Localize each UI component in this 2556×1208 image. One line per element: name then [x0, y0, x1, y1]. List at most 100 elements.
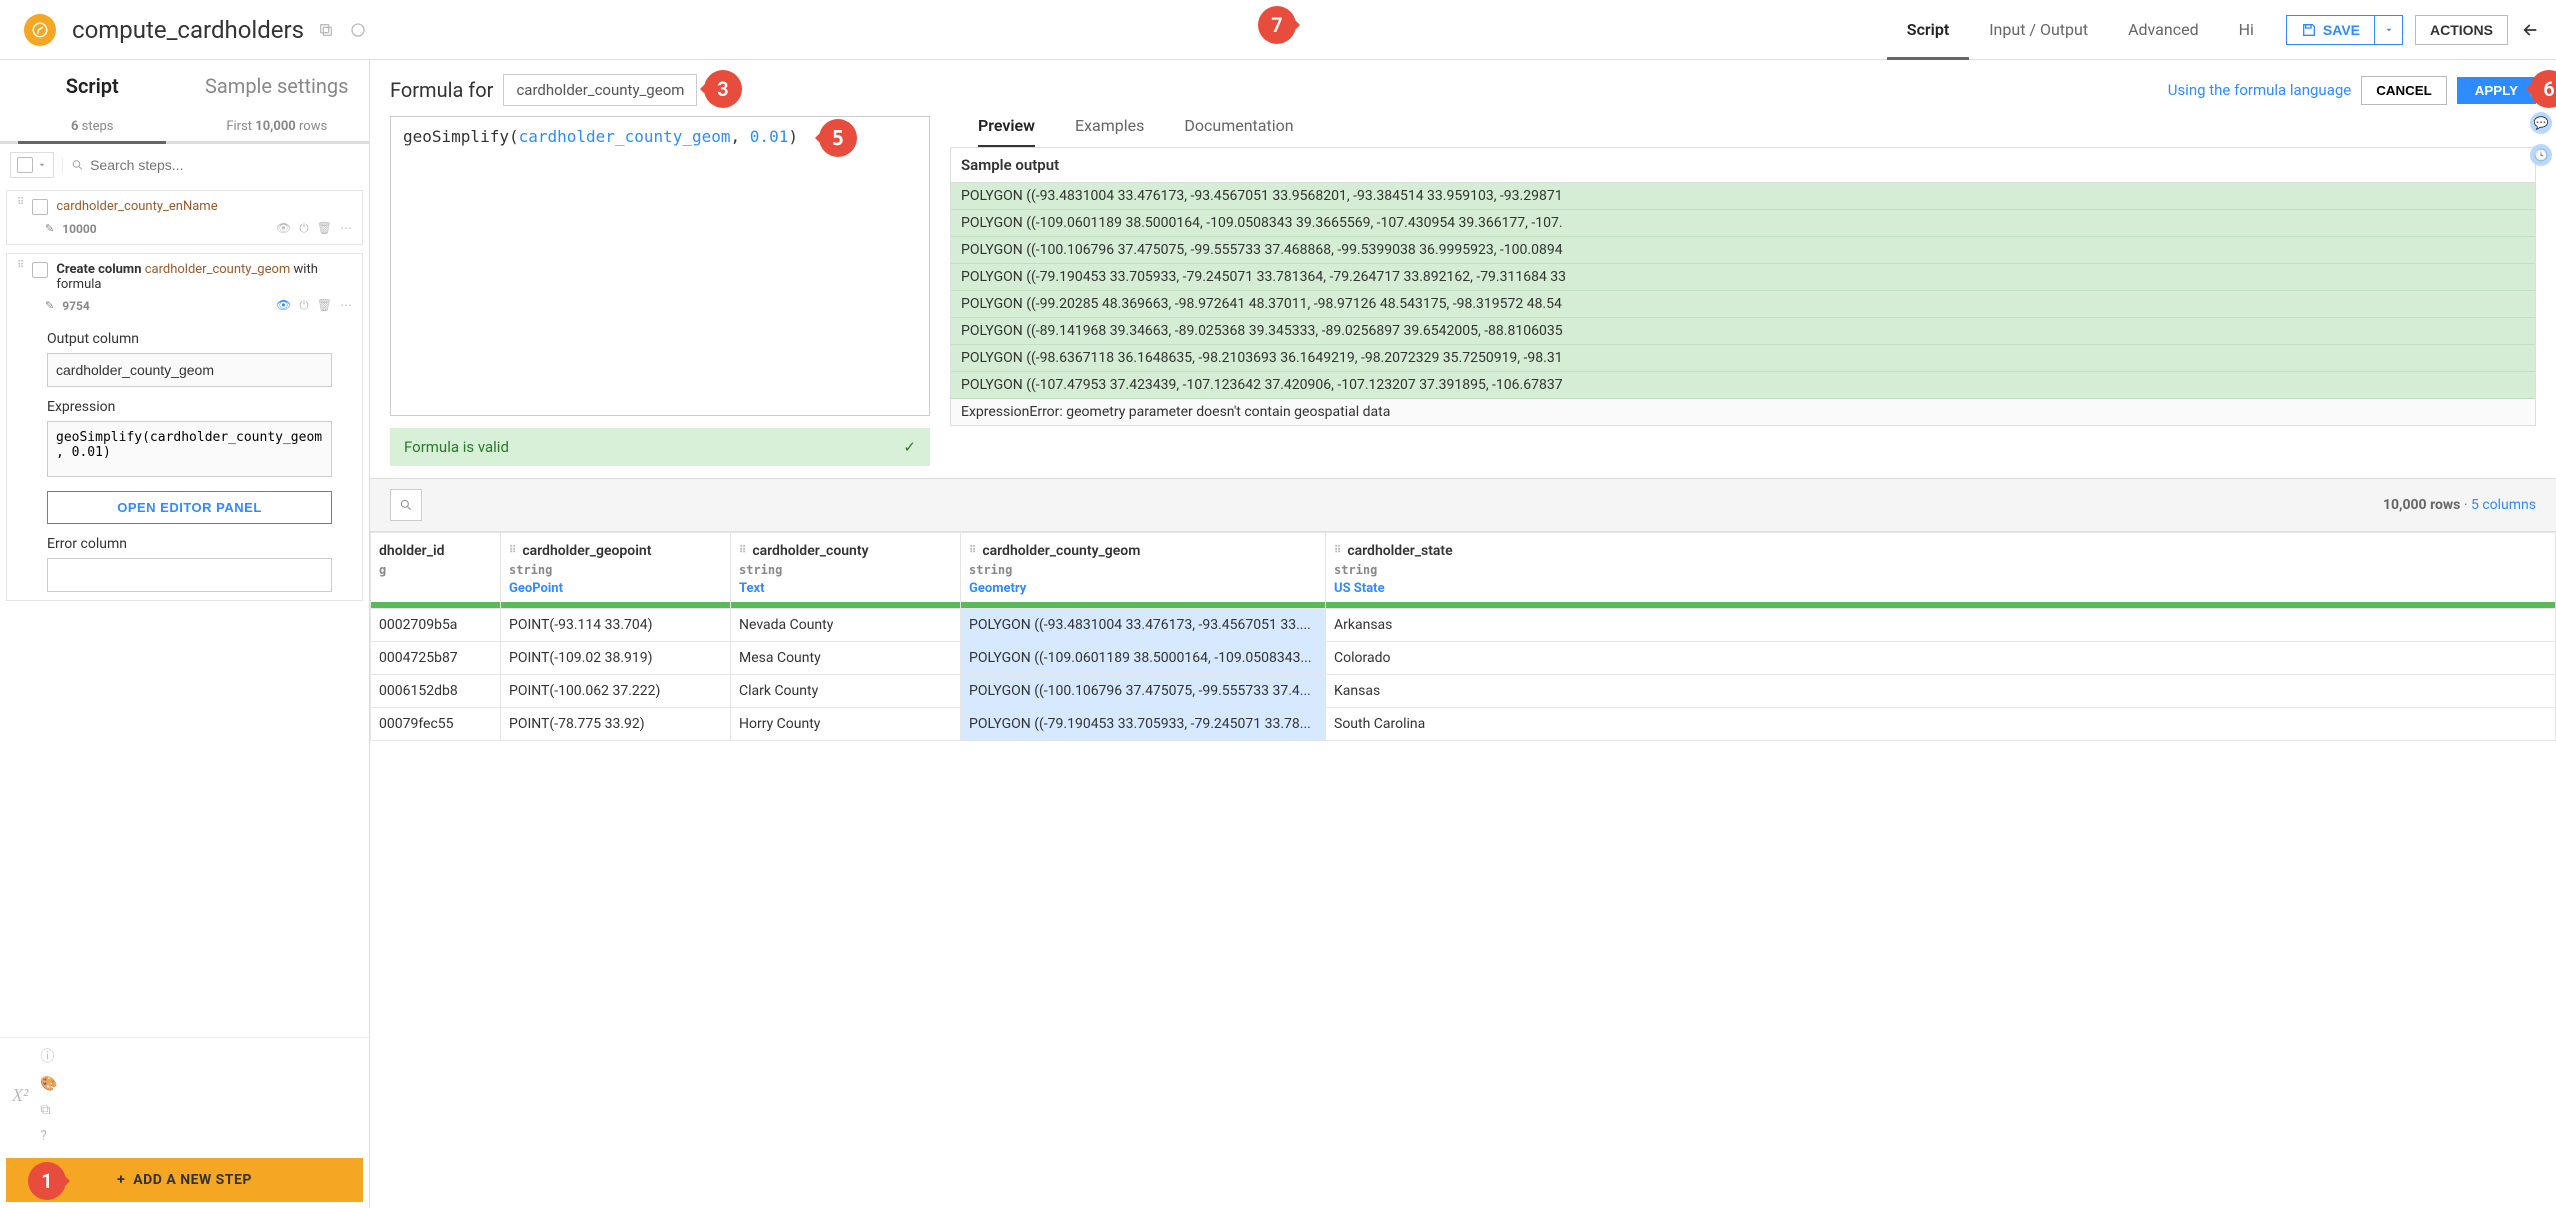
table-row[interactable]: 0004725b87POINT(-109.02 38.919)Mesa Coun… [371, 642, 2556, 675]
table-cell: Mesa County [731, 642, 961, 675]
left-tab-sample-settings[interactable]: Sample settings [185, 60, 370, 112]
save-group: SAVE [2286, 15, 2403, 45]
preview-row: POLYGON ((-89.141968 39.34663, -89.02536… [951, 318, 2535, 345]
chevron-down-icon [2384, 25, 2394, 35]
power-icon[interactable]: ⏻ [299, 298, 309, 313]
table-row[interactable]: 0002709b5aPOINT(-93.114 33.704)Nevada Co… [371, 609, 2556, 642]
expression-input[interactable]: geoSimplify(cardholder_county_geom, 0.01… [47, 421, 332, 477]
column-header[interactable]: ⠿ cardholder_geopointstringGeoPoint [501, 533, 731, 609]
trash-icon[interactable]: 🗑 [317, 221, 332, 236]
table-cell: POLYGON ((-100.106796 37.475075, -99.555… [961, 675, 1326, 708]
sample-rows: First 10,000 rows [185, 112, 370, 141]
search-steps-input[interactable] [90, 157, 359, 173]
drag-handle-icon[interactable]: ⠿ [17, 262, 24, 270]
column-header[interactable]: ⠿ cardholder_statestringUS State [1326, 533, 2556, 609]
preview-row: POLYGON ((-93.4831004 33.476173, -93.456… [951, 183, 2535, 210]
table-cell: Colorado [1326, 642, 2556, 675]
nav-input-output[interactable]: Input / Output [1969, 0, 2108, 60]
table-cell: Horry County [731, 708, 961, 741]
save-dropdown[interactable] [2375, 15, 2403, 45]
columns-link[interactable]: 5 columns [2471, 497, 2536, 513]
info-icon[interactable]: ⓘ [40, 1046, 357, 1066]
search-steps[interactable] [62, 157, 359, 173]
output-column-input[interactable] [47, 353, 332, 387]
open-editor-button[interactable]: OPEN EDITOR PANEL [47, 491, 332, 524]
preview-tab-docs[interactable]: Documentation [1184, 116, 1293, 148]
top-nav: Script Input / Output Advanced Hi SAVE A… [1887, 0, 2548, 60]
preview-row: POLYGON ((-109.0601189 38.5000164, -109.… [951, 210, 2535, 237]
left-tab-script[interactable]: Script [0, 60, 185, 112]
data-table: dholder_idg ⠿ cardholder_geopointstringG… [370, 532, 2556, 1208]
column-header[interactable]: ⠿ cardholder_county_geomstringGeometry [961, 533, 1326, 609]
formula-language-link[interactable]: Using the formula language [2168, 81, 2352, 99]
preview-tab-preview[interactable]: Preview [978, 116, 1035, 148]
error-column-input[interactable] [47, 558, 332, 592]
eye-icon[interactable]: 👁 [276, 298, 291, 313]
step-item[interactable]: ⠿ Create column cardholder_county_geom w… [6, 253, 363, 601]
preview-error-row: ExpressionError: geometry parameter does… [951, 399, 2535, 425]
step-count: 10000 [62, 222, 96, 236]
eye-icon[interactable]: 👁 [276, 221, 291, 236]
more-icon[interactable]: ⋯ [340, 298, 352, 313]
step-checkbox[interactable] [32, 262, 48, 278]
step-count: 9754 [62, 299, 90, 313]
preview-row: POLYGON ((-100.106796 37.475075, -99.555… [951, 237, 2535, 264]
code-fn: geoSimplify [403, 127, 509, 146]
preview-row: POLYGON ((-107.47953 37.423439, -107.123… [951, 372, 2535, 399]
cancel-button[interactable]: CANCEL [2361, 76, 2447, 105]
table-cell: POLYGON ((-109.0601189 38.5000164, -109.… [961, 642, 1326, 675]
table-cell: POLYGON ((-93.4831004 33.476173, -93.456… [961, 609, 1326, 642]
trash-icon[interactable]: 🗑 [317, 298, 332, 313]
superscript-icon[interactable]: X² [12, 1085, 28, 1106]
callout-3: 3 [704, 70, 742, 108]
table-cell: 00079fec55 [371, 708, 501, 741]
table-cell: Kansas [1326, 675, 2556, 708]
callout-5: 5 [819, 119, 857, 157]
right-panel: Formula for cardholder_county_geom Using… [370, 60, 2556, 1208]
copy-icon[interactable]: ⧉ [40, 1102, 357, 1118]
left-panel: Script Sample settings 6 steps First 10,… [0, 60, 370, 1208]
actions-button[interactable]: ACTIONS [2415, 15, 2508, 45]
code-num: 0.01 [750, 127, 789, 146]
globe-icon[interactable] [348, 20, 368, 40]
preview-row: POLYGON ((-98.6367118 36.1648635, -98.21… [951, 345, 2535, 372]
more-icon[interactable]: ⋯ [340, 221, 352, 236]
copy-icon[interactable] [316, 20, 336, 40]
error-column-label: Error column [47, 536, 332, 552]
back-icon[interactable] [2508, 20, 2548, 40]
step-item[interactable]: ⠿ cardholder_county_enName ✎ 10000 👁 ⏻ 🗑… [6, 190, 363, 245]
table-cell: POINT(-78.775 33.92) [501, 708, 731, 741]
column-header[interactable]: ⠿ cardholder_countystringText [731, 533, 961, 609]
formula-for-label: Formula for [390, 78, 493, 102]
pencil-icon: ✎ [45, 299, 54, 312]
power-icon[interactable]: ⏻ [299, 221, 309, 236]
chat-rail-icon[interactable]: 💬 [2530, 112, 2552, 134]
step-checkbox[interactable] [32, 199, 48, 215]
step-title: Create column cardholder_county_geom wit… [56, 262, 352, 292]
nav-history[interactable]: Hi [2219, 0, 2274, 60]
table-cell: 0006152db8 [371, 675, 501, 708]
add-step-label: ADD A NEW STEP [133, 1172, 252, 1188]
table-cell: Clark County [731, 675, 961, 708]
table-cell: POLYGON ((-79.190453 33.705933, -79.2450… [961, 708, 1326, 741]
select-all-steps[interactable] [10, 152, 54, 178]
table-row[interactable]: 0006152db8POINT(-100.062 37.222)Clark Co… [371, 675, 2556, 708]
column-header[interactable]: dholder_idg [371, 533, 501, 609]
table-cell: POINT(-109.02 38.919) [501, 642, 731, 675]
drag-handle-icon[interactable]: ⠿ [17, 199, 24, 207]
rows-info: 10,000 rows · 5 columns [2383, 497, 2536, 513]
help-icon[interactable]: ? [40, 1128, 357, 1144]
table-search[interactable] [390, 489, 422, 521]
palette-icon[interactable]: 🎨 [40, 1076, 357, 1092]
table-cell: South Carolina [1326, 708, 2556, 741]
preview-tab-examples[interactable]: Examples [1075, 116, 1144, 148]
table-row[interactable]: 00079fec55POINT(-78.775 33.92)Horry Coun… [371, 708, 2556, 741]
save-button[interactable]: SAVE [2286, 15, 2375, 45]
nav-script[interactable]: Script [1887, 0, 1969, 60]
nav-advanced[interactable]: Advanced [2108, 0, 2219, 60]
formula-editor[interactable]: geoSimplify(cardholder_county_geom, 0.01… [390, 116, 930, 416]
history-rail-icon[interactable]: 🕓 [2530, 144, 2552, 166]
table-cell: Arkansas [1326, 609, 2556, 642]
formula-column-chip[interactable]: cardholder_county_geom [503, 74, 697, 106]
app-logo [24, 14, 56, 46]
